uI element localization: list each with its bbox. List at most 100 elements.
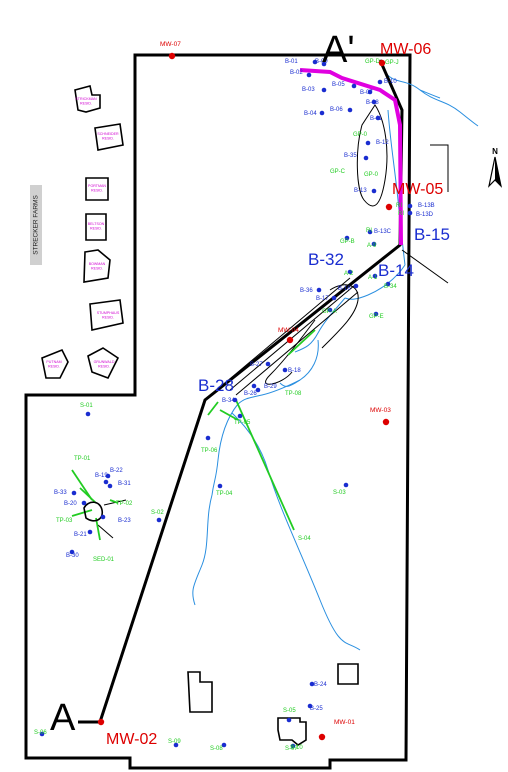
sample-label: A-2 [344,271,354,277]
monitoring-well-dot [385,203,393,211]
building-label-type: RESID. [102,316,114,320]
building-labels: STRICKMANRESID.SCHNEIDERRESID.PORTMANRES… [46,97,119,369]
boring-dot [363,155,369,161]
sample-dot [85,411,91,417]
building-label-name: BOWMAN [89,262,106,266]
boring-label: B-09 [315,59,328,65]
monitoring-well-dot [286,336,294,344]
monitoring-well-dot [378,59,386,67]
monitoring-well-label: MW-03 [370,407,391,414]
buildings [41,85,359,746]
boring-dot [319,110,325,116]
boring-label: B-27 [250,362,263,368]
boring-label: B-13B [418,203,435,209]
boring-label: B-25 [310,706,323,712]
boring-dot [407,210,413,216]
sample-label: S-06 [34,730,47,736]
boring-dot [105,473,111,479]
building-label-name: GRUNWALD [94,360,115,364]
sample-label: S-05 [283,708,296,714]
farm-label-box: STRECKER FARMS [30,185,42,265]
boring-label: B-26 [244,391,257,397]
boring-dot [367,89,373,95]
property-boundary [24,53,412,770]
boring-label: B-02 [290,70,303,76]
sample-dot [221,742,227,748]
boring-dot [306,72,312,78]
building-label-name: BELTSON [88,222,105,226]
boring-label: B-13 [354,188,367,194]
sample-dot [173,742,179,748]
boring-callout-label: B-28 [198,376,234,395]
sample-dot [156,517,162,523]
sample-dot [371,241,377,247]
sample-label: S-09 [168,739,181,745]
boring-label: B-17 [316,296,329,302]
sample-dot [327,307,333,313]
monitoring-well-label: MW-06 [380,41,431,58]
blue-callouts: B-15 B-32 B-14 B-28 [198,225,450,395]
boring-dot [255,387,261,393]
boring-dot [331,295,337,301]
contours [97,104,449,539]
boring-label: B-18 [288,368,301,374]
sample-dot [290,743,296,749]
monitoring-well-dot [97,718,105,726]
boring-dot [100,514,106,520]
boring-label: B-19 [95,473,108,479]
sample-dot [205,435,211,441]
sample-label: GP-D [365,59,381,65]
boring-label: B-33 [54,490,67,496]
sample-dot [39,731,45,737]
boring-label: B-16 [338,286,351,292]
boring-label: B-35 [344,153,357,159]
sample-label: TP-06 [201,448,218,454]
boring-dot [307,703,313,709]
boring-dot [265,361,271,367]
boring-callout-label: B-14 [378,261,414,280]
boring-label: B-31 [118,481,131,487]
monitoring-well-dot [382,418,390,426]
boring-callout-label: B-32 [308,250,344,269]
boring-label: B-04 [304,111,317,117]
sample-label: RI [396,203,402,209]
boring-dot [69,549,75,555]
sample-label: SED-01 [93,557,115,563]
sample-dot [217,483,223,489]
sample-label: A-9 [367,243,377,249]
boring-label: B-03 [302,87,315,93]
sample-label: GP-E [369,314,384,320]
boring-dot [71,490,77,496]
boring-label: B-36 [300,288,313,294]
boring-label: B-21 [74,532,87,538]
boring-dot [371,99,377,105]
boring-label: B-10 [384,79,397,85]
boring-label: B-05 [332,82,345,88]
sample-label: S-04 [298,536,311,542]
boring-dot [377,79,383,85]
sample-label: RI [366,228,372,234]
sample-label: S-10 [290,745,303,751]
sample-label: GP-C [330,169,346,175]
boring-dot [351,83,357,89]
farm-label: STRECKER FARMS [32,195,40,255]
boring-markers: B-01 B-02 B-09 B-03 B-05 B-07 B-10 B-04 B-06 B-08… [54,59,435,712]
sample-label: GP-J [385,60,399,66]
boring-dot [375,115,381,121]
boring-label: B-30 [66,553,79,559]
boring-label: B-34 [222,398,235,404]
boring-dot [371,188,377,194]
sample-label: A-1 [368,275,378,281]
test-pit-lines [71,329,316,541]
boring-label: B-08 [366,100,379,106]
monitoring-well-label: MW-02 [106,731,157,748]
sample-label: GP-0 [364,172,379,178]
sample-label: GP-0 [353,132,368,138]
monitoring-well-label: MW-01 [334,719,355,726]
boring-callout-label: B-15 [414,225,450,244]
boring-label: B-29 [264,384,277,390]
boring-dot [81,500,87,506]
building-label-name: SCHNEIDER [97,132,119,136]
